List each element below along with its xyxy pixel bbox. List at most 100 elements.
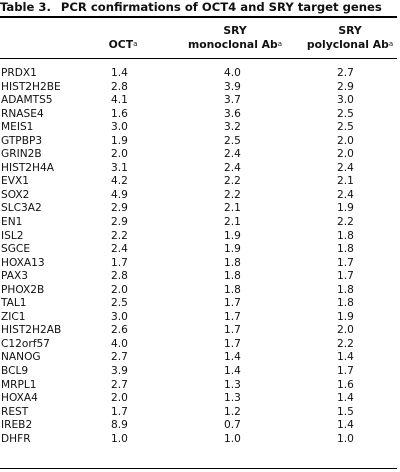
column-header-sry-polyclonal-line2: polyclonal Aba: [295, 38, 400, 52]
column-header-sry-monoclonal-line2: monoclonal Aba: [175, 38, 295, 52]
table-row: MRPL1 2.7 1.3 1.6: [0, 379, 400, 393]
sry-monoclonal-value-cell: 0.7: [224, 419, 241, 432]
sry-polyclonal-value-cell: 1.8: [337, 283, 354, 296]
sry-monoclonal-value-cell: 1.4: [224, 351, 241, 364]
sry-monoclonal-value-cell: 1.0: [224, 432, 241, 445]
gene-cell: ZIC1: [1, 310, 26, 323]
footnote-marker: a: [277, 40, 283, 48]
oct-value-cell: 2.9: [111, 216, 128, 229]
sry-monoclonal-value-cell: 1.8: [224, 256, 241, 269]
sry-monoclonal-value-cell: 1.7: [224, 337, 241, 350]
column-header-oct-label: OCT: [108, 38, 134, 51]
top-rule: [0, 15, 397, 18]
oct-value-cell: 3.1: [111, 161, 128, 174]
gene-cell: HIST2H4A: [1, 161, 54, 174]
oct-value-cell: 2.0: [111, 392, 128, 405]
oct-value-cell: 2.4: [111, 243, 128, 256]
table-body: PRDX1 1.4 4.0 2.7 HIST2H2BE 2.8 3.9 2.9 ADAMTS5 4…: [0, 67, 400, 446]
table-row: SOX2 4.9 2.2 2.4: [0, 189, 400, 203]
sry-monoclonal-value-cell: 1.8: [224, 283, 241, 296]
gene-cell: BCL9: [1, 365, 29, 378]
oct-value-cell: 4.1: [111, 94, 128, 107]
sry-polyclonal-value-cell: 1.4: [337, 351, 354, 364]
table-row: TAL1 2.5 1.7 1.8: [0, 297, 400, 311]
gene-cell: IREB2: [1, 419, 33, 432]
sry-monoclonal-value-cell: 3.6: [224, 107, 241, 120]
gene-cell: NANOG: [1, 351, 41, 364]
table-row: HIST2H2AB 2.6 1.7 2.0: [0, 324, 400, 338]
gene-cell: ISL2: [1, 229, 24, 242]
gene-cell: HIST2H2BE: [1, 80, 61, 93]
table-row: REST 1.7 1.2 1.5: [0, 406, 400, 420]
oct-value-cell: 3.9: [111, 365, 128, 378]
table-row: EVX1 4.2 2.2 2.1: [0, 175, 400, 189]
oct-value-cell: 2.7: [111, 351, 128, 364]
sry-polyclonal-value-cell: 1.7: [337, 365, 354, 378]
sry-monoclonal-value-cell: 1.7: [224, 324, 241, 337]
sry-monoclonal-value-cell: 2.5: [224, 134, 241, 147]
gene-cell: HOXA4: [1, 392, 38, 405]
column-header-sry-monoclonal: SRY monoclonal Aba: [175, 24, 295, 52]
sry-monoclonal-value-cell: 1.9: [224, 229, 241, 242]
oct-value-cell: 8.9: [111, 419, 128, 432]
oct-value-cell: 1.9: [111, 134, 128, 147]
table-caption: PCR confirmations of OCT4 and SRY target…: [60, 0, 382, 14]
sry-polyclonal-value-cell: 1.7: [337, 270, 354, 283]
sry-polyclonal-value-cell: 2.0: [337, 134, 354, 147]
footnote-marker: a: [388, 40, 394, 48]
sry-polyclonal-value-cell: 2.1: [337, 175, 354, 188]
sry-monoclonal-value-cell: 1.7: [224, 297, 241, 310]
oct-value-cell: 4.0: [111, 337, 128, 350]
gene-cell: ADAMTS5: [1, 94, 53, 107]
oct-value-cell: 2.6: [111, 324, 128, 337]
footnote-marker: a: [133, 40, 138, 48]
gene-cell: SGCE: [1, 243, 31, 256]
sry-polyclonal-value-cell: 1.9: [337, 310, 354, 323]
oct-value-cell: 1.0: [111, 432, 128, 445]
sry-monoclonal-value-cell: 1.3: [224, 378, 241, 391]
sry-polyclonal-value-cell: 1.6: [337, 378, 354, 391]
sry-polyclonal-value-cell: 1.8: [337, 229, 354, 242]
table-row: EN1 2.9 2.1 2.2: [0, 216, 400, 230]
bottom-rule: [0, 467, 397, 469]
gene-cell: REST: [1, 405, 29, 418]
table-row: IREB2 8.9 0.7 1.4: [0, 419, 400, 433]
oct-value-cell: 2.7: [111, 378, 128, 391]
oct-value-cell: 1.7: [111, 405, 128, 418]
table-row: BCL9 3.9 1.4 1.7: [0, 365, 400, 379]
table-row: NANOG 2.7 1.4 1.4: [0, 351, 400, 365]
oct-value-cell: 2.8: [111, 80, 128, 93]
column-header-sry-polyclonal: SRY polyclonal Aba: [295, 24, 400, 52]
sry-monoclonal-value-cell: 3.9: [224, 80, 241, 93]
sry-monoclonal-value-cell: 3.7: [224, 94, 241, 107]
sry-monoclonal-value-cell: 1.2: [224, 405, 241, 418]
gene-cell: HOXA13: [1, 256, 45, 269]
gene-cell: MEIS1: [1, 121, 34, 134]
column-header-sry-monoclonal-line1: SRY: [223, 24, 247, 37]
gene-cell: HIST2H2AB: [1, 324, 62, 337]
table-row: HOXA4 2.0 1.3 1.4: [0, 392, 400, 406]
gene-cell: DHFR: [1, 432, 31, 445]
sry-polyclonal-value-cell: 1.4: [337, 419, 354, 432]
sry-polyclonal-value-cell: 2.2: [337, 216, 354, 229]
table-row: GRIN2B 2.0 2.4 2.0: [0, 148, 400, 162]
table-row: PRDX1 1.4 4.0 2.7: [0, 67, 400, 81]
sry-monoclonal-value-cell: 1.3: [224, 392, 241, 405]
column-header-sry-polyclonal-line1: SRY: [338, 24, 362, 37]
gene-cell: PHOX2B: [1, 283, 45, 296]
gene-cell: RNASE4: [1, 107, 44, 120]
sry-polyclonal-value-cell: 1.8: [337, 243, 354, 256]
table-row: ISL2 2.2 1.9 1.8: [0, 230, 400, 244]
oct-value-cell: 2.0: [111, 283, 128, 296]
table-row: SGCE 2.4 1.9 1.8: [0, 243, 400, 257]
gene-cell: GRIN2B: [1, 148, 42, 161]
oct-value-cell: 2.9: [111, 202, 128, 215]
oct-value-cell: 1.7: [111, 256, 128, 269]
sry-polyclonal-value-cell: 3.0: [337, 94, 354, 107]
sry-polyclonal-value-cell: 1.5: [337, 405, 354, 418]
table-row: MEIS1 3.0 3.2 2.5: [0, 121, 400, 135]
sry-polyclonal-value-cell: 2.7: [337, 67, 354, 79]
oct-value-cell: 1.4: [111, 67, 128, 79]
gene-cell: TAL1: [1, 297, 27, 310]
column-header-sry-polyclonal-text: polyclonal Ab: [306, 38, 389, 51]
